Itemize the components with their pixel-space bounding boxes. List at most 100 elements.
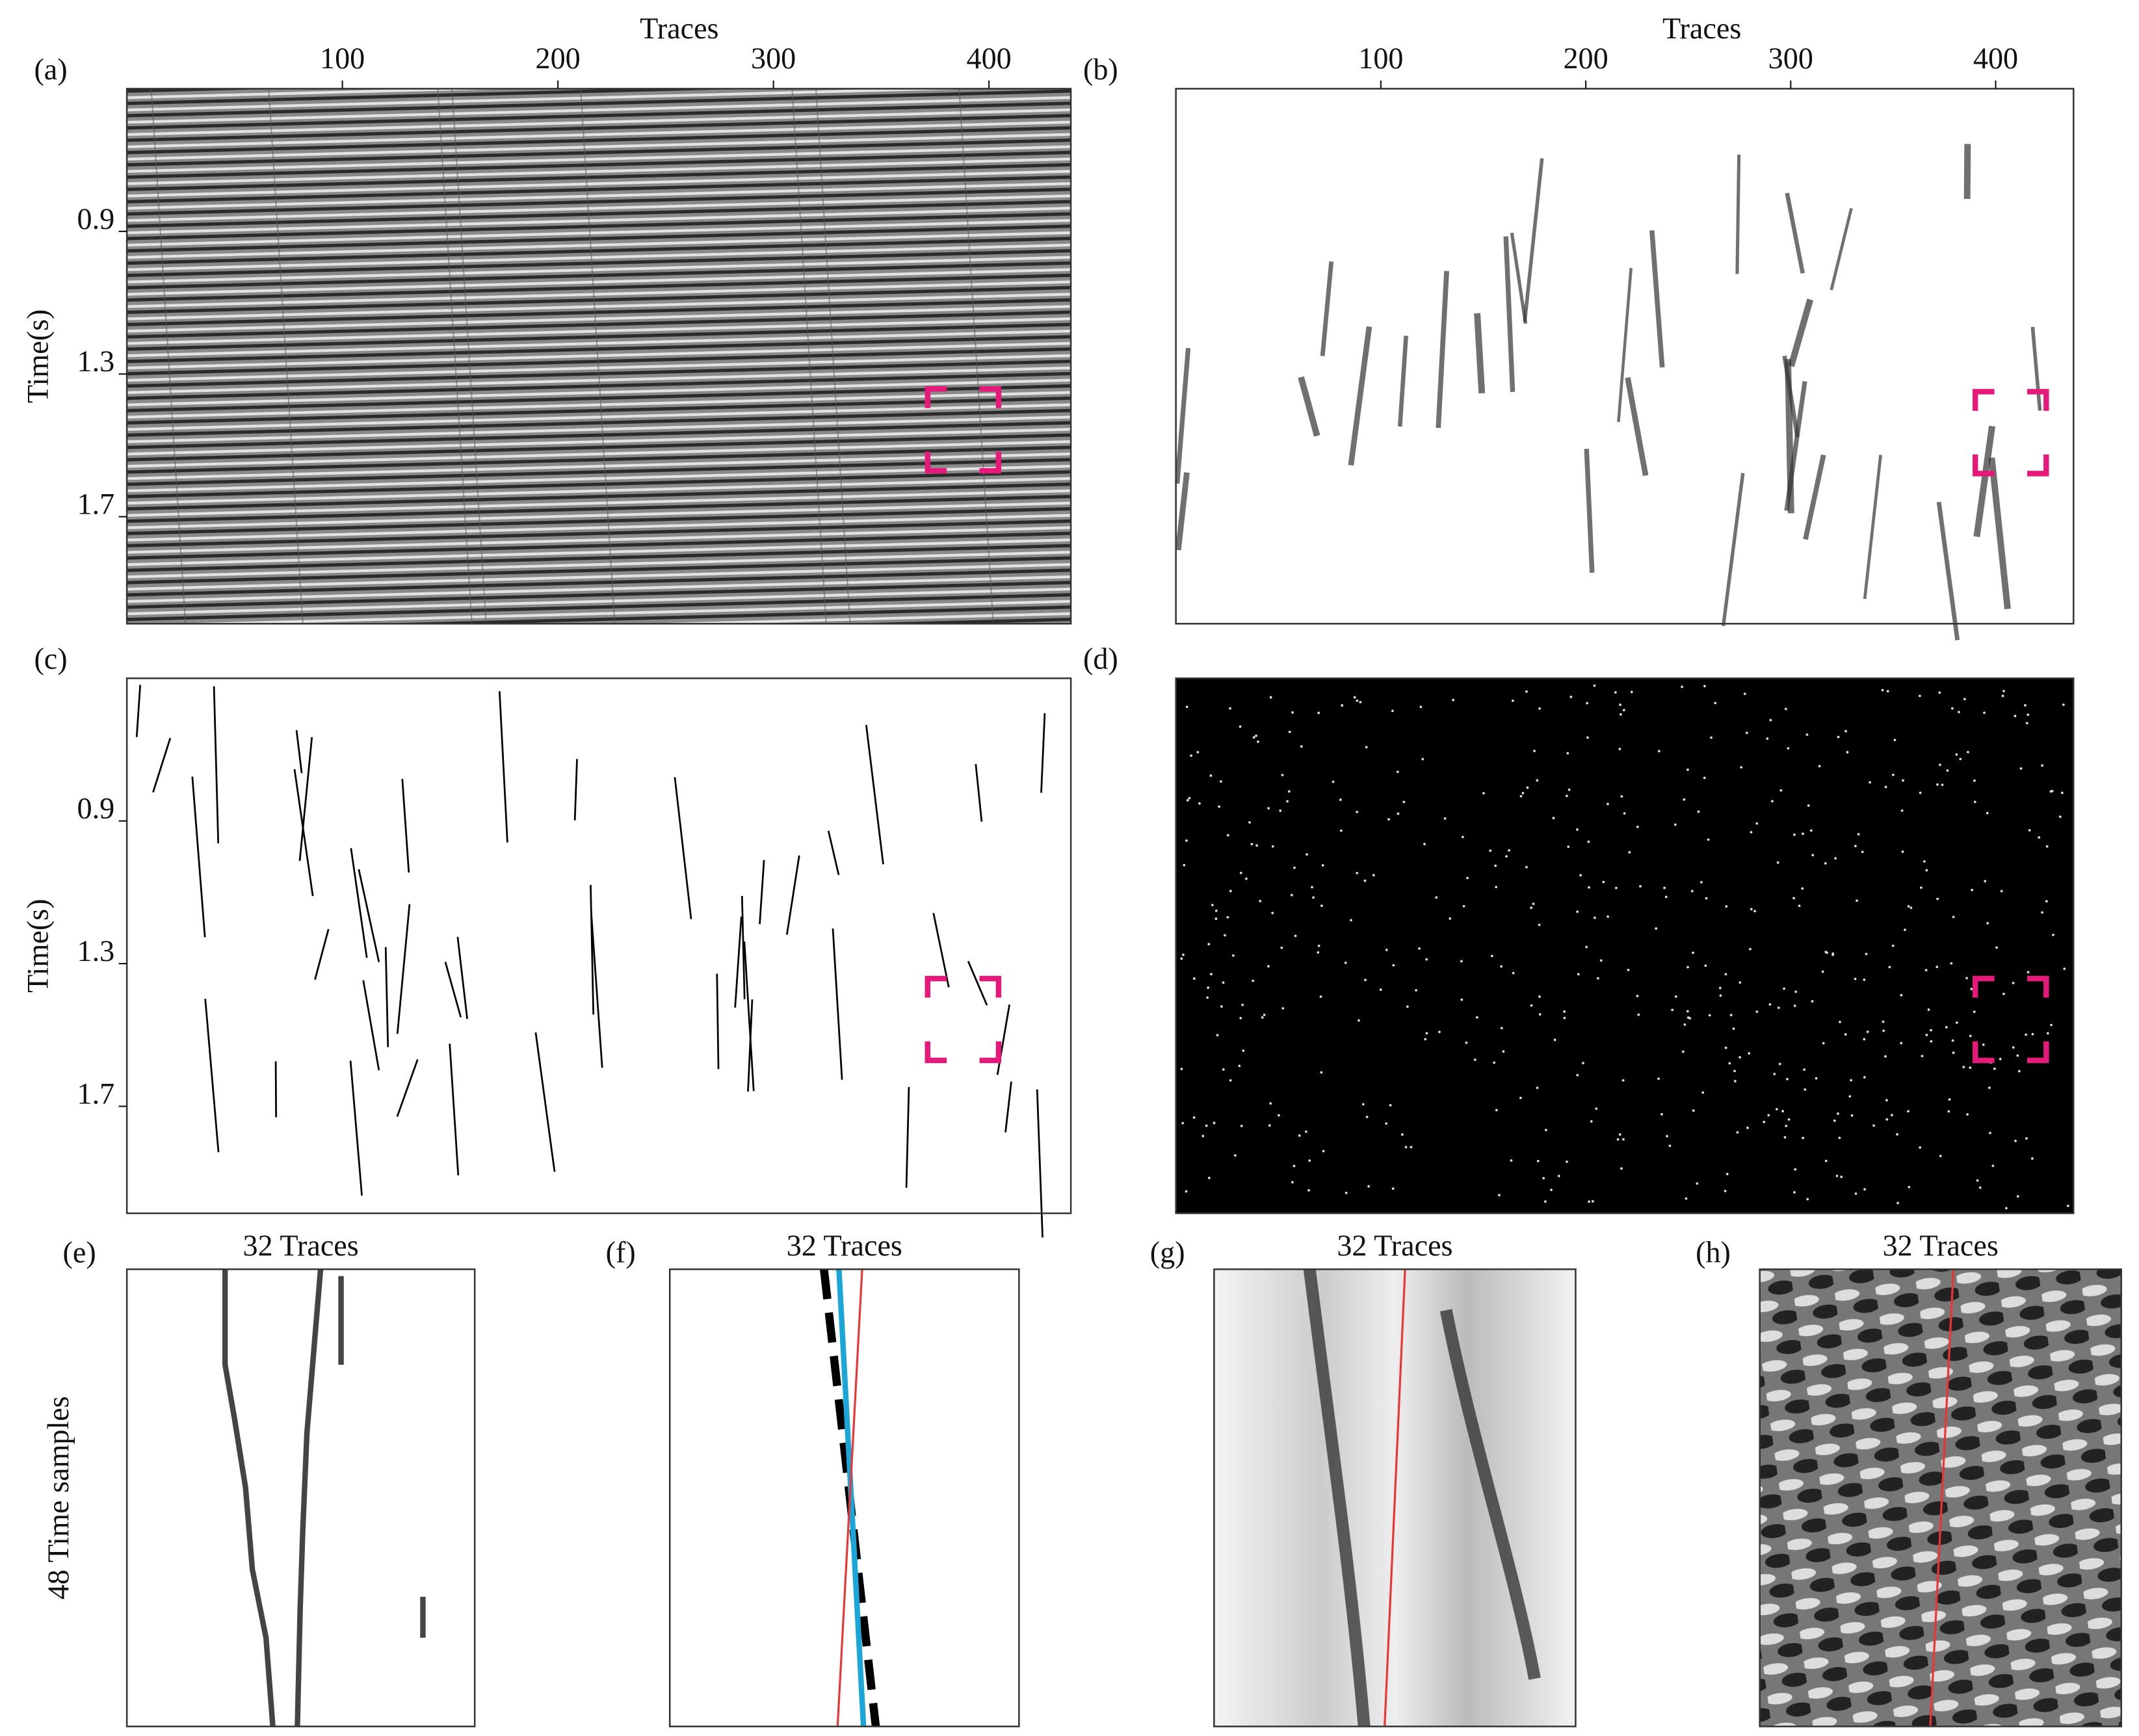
- speckle: [1353, 696, 1356, 699]
- speckle: [1844, 1033, 1847, 1036]
- speckle: [1952, 915, 1955, 919]
- speckle: [1969, 1066, 1972, 1070]
- speckle: [1188, 796, 1191, 800]
- speckle: [1536, 1159, 1540, 1163]
- speckle: [1205, 1124, 1208, 1127]
- speckle: [1222, 1068, 1225, 1071]
- speckle: [1955, 753, 1958, 756]
- speckle: [1220, 780, 1222, 783]
- speckle: [1664, 895, 1668, 899]
- speckle: [1495, 1109, 1498, 1112]
- attribute-streak: [1175, 348, 1191, 484]
- patch-e-lines: [222, 1269, 426, 1727]
- speckle: [1783, 987, 1785, 990]
- attribute-streak: [1397, 335, 1408, 427]
- speckle: [1565, 795, 1568, 798]
- speckle: [1182, 953, 1185, 956]
- panel-frame: [1175, 677, 2075, 1215]
- speckle: [1854, 977, 1857, 980]
- speckle: [1983, 711, 1986, 715]
- fault-line: [905, 1086, 910, 1188]
- speckle: [1365, 746, 1368, 748]
- speckle: [1317, 711, 1320, 715]
- speckle: [1180, 1068, 1183, 1071]
- speckle: [1863, 1038, 1866, 1041]
- speckle: [1538, 995, 1541, 998]
- speckle: [1888, 966, 1891, 969]
- speckle: [1424, 1038, 1427, 1041]
- speckle: [1886, 690, 1889, 692]
- speckle: [1553, 1038, 1556, 1042]
- speckle: [1267, 965, 1270, 968]
- fault-line: [396, 904, 411, 1034]
- speckle: [2016, 1195, 2019, 1198]
- speckle: [1512, 699, 1514, 702]
- speckle: [1396, 770, 1399, 774]
- speckle: [1835, 1174, 1839, 1177]
- speckle: [1963, 698, 1966, 701]
- speckle: [1279, 809, 1282, 812]
- speckle: [2050, 1023, 2053, 1027]
- speckle: [1668, 1144, 1672, 1148]
- speckle: [1724, 1189, 1727, 1192]
- speckle: [1271, 912, 1274, 915]
- speckle: [1500, 1027, 1503, 1030]
- speckle: [1831, 952, 1834, 955]
- panel-label: (h): [1696, 1236, 1731, 1269]
- speckle: [1317, 944, 1320, 947]
- speckle: [1365, 1115, 1369, 1118]
- speckle: [1614, 690, 1617, 694]
- speckle: [1885, 1118, 1889, 1121]
- speckle: [2046, 1032, 2049, 1035]
- speckle: [1311, 886, 1313, 889]
- speckle: [1869, 781, 1872, 784]
- speckle: [1577, 973, 1580, 976]
- speckle: [1341, 704, 1344, 707]
- attribute-streak: [1830, 207, 1853, 291]
- speckle: [1743, 692, 1746, 695]
- speckle: [1951, 1039, 1954, 1042]
- speckle: [1965, 977, 1968, 980]
- speckle: [1286, 800, 1289, 803]
- speckle: [1586, 736, 1589, 739]
- fault-line: [734, 916, 742, 1008]
- panel-frame: [1759, 1268, 2122, 1728]
- panel-frame: [125, 1268, 476, 1728]
- speckle: [1588, 1200, 1590, 1203]
- speckle: [1837, 735, 1840, 739]
- speckle: [1781, 1110, 1785, 1112]
- speckle: [1321, 864, 1324, 867]
- y-axis-title: Time(s): [21, 309, 55, 404]
- speckle: [1466, 876, 1469, 880]
- red-fit: [1929, 1269, 1955, 1727]
- highlight-bracket: [1973, 975, 2049, 1064]
- speckle: [1229, 1079, 1232, 1082]
- speckle: [1938, 691, 1941, 694]
- speckle: [1970, 988, 1973, 991]
- speckle: [1623, 812, 1626, 815]
- attribute-streak: [1474, 313, 1486, 394]
- speckle: [1229, 707, 1231, 710]
- speckle: [1739, 981, 1742, 984]
- speckle: [1763, 1120, 1766, 1124]
- speckle: [1563, 1016, 1566, 1019]
- speckle: [1255, 844, 1259, 847]
- speckle: [1530, 906, 1533, 910]
- speckle: [1622, 709, 1625, 712]
- speckle: [1248, 821, 1251, 824]
- speckle: [1526, 786, 1529, 789]
- x-tick-label: 300: [751, 42, 796, 75]
- speckle: [1794, 990, 1798, 993]
- speckle: [1482, 792, 1485, 795]
- speckle: [1787, 747, 1790, 750]
- speckle: [1729, 1014, 1733, 1017]
- speckle: [1543, 1200, 1547, 1203]
- speckle: [1356, 871, 1359, 875]
- speckle: [2027, 713, 2030, 717]
- speckle: [1833, 1119, 1836, 1122]
- speckle: [1293, 1164, 1296, 1168]
- fault-line: [401, 778, 410, 873]
- speckle: [1596, 977, 1599, 980]
- speckle: [1525, 690, 1528, 693]
